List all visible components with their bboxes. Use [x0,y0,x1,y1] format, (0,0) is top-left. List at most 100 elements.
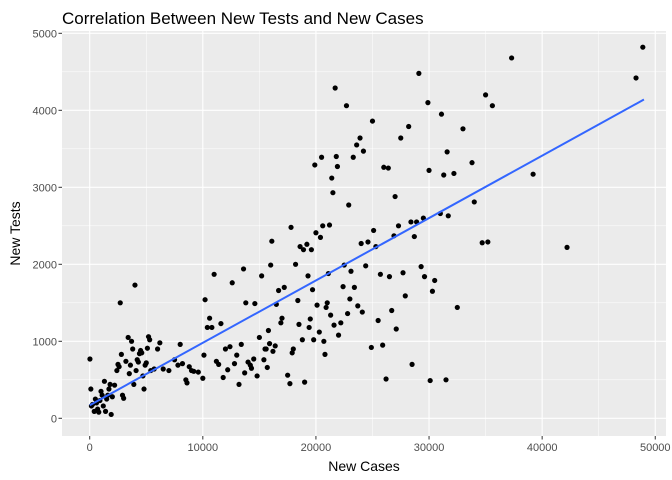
data-point [454,304,460,311]
data-point [306,324,312,331]
data-point [254,373,260,379]
data-point [242,370,248,376]
data-point [175,362,181,368]
data-point [270,348,276,354]
data-point [292,261,299,267]
y-axis-title: New Tests [7,201,23,265]
data-point [328,312,334,318]
data-point [139,350,145,356]
y-tick-label: 1000 [33,336,57,348]
data-point [144,345,150,351]
data-point [102,408,109,414]
data-point [132,282,138,288]
data-point [332,85,338,91]
data-point [302,379,308,385]
grid-minor [62,31,666,436]
data-point [316,329,322,335]
data-point [318,154,325,160]
data-point [509,55,515,61]
data-point [264,364,270,371]
data-point [444,149,450,155]
data-point [351,284,357,290]
data-point [333,153,339,160]
data-point [347,296,353,302]
data-point [432,277,438,284]
data-point [400,270,406,276]
data-point [469,160,475,166]
data-point [299,337,305,343]
data-point [406,123,412,130]
data-point [227,344,233,350]
data-point [229,280,235,286]
data-point [279,315,285,321]
data-point [114,367,120,374]
data-point [121,395,127,401]
data-point [160,366,166,372]
data-point [285,372,291,378]
data-point [329,175,335,181]
data-point [276,287,282,294]
data-point [371,227,377,234]
data-point [195,369,201,375]
data-point [201,352,207,358]
y-tick-label: 2000 [33,259,57,271]
data-point [179,361,186,367]
data-point [191,368,197,374]
data-point [369,118,376,124]
data-point [261,357,267,363]
data-point [109,394,115,400]
data-point [100,403,106,409]
data-point [116,364,122,370]
grid-major [62,31,666,436]
data-point [166,367,172,374]
data-point [304,241,310,247]
data-point [209,324,215,331]
data-point [398,135,404,141]
data-point [393,326,399,332]
data-point [177,341,183,347]
x-tick-label: 20000 [301,442,332,454]
chart-title: Correlation Between New Tests and New Ca… [62,9,424,28]
x-axis-ticks: 0 10000 20000 30000 40000 50000 [87,436,671,454]
data-point [359,309,365,315]
data-point [216,361,222,367]
data-point [530,171,536,177]
data-point [460,126,466,132]
data-point [236,381,242,388]
data-point [343,103,350,109]
x-tick-label: 0 [87,442,93,454]
data-point [154,346,161,352]
data-point [256,334,262,341]
data-point [117,300,123,306]
data-point [295,297,301,304]
data-point [141,386,147,392]
data-point [225,367,231,373]
y-axis-ticks: 0 1000 2000 3000 4000 5000 [33,28,62,425]
data-point [251,356,257,362]
data-point [377,271,383,277]
data-point [204,324,210,331]
data-point [348,268,354,274]
data-point [324,300,330,306]
data-point [354,142,360,148]
data-point [311,337,317,343]
data-point [564,244,570,250]
data-point [308,247,314,253]
data-point [234,352,240,358]
data-point [243,300,249,306]
x-tick-label: 50000 [640,442,671,454]
data-point [127,362,134,368]
data-point [220,374,226,381]
data-point [441,172,447,178]
data-point [445,213,451,219]
data-point [357,135,363,141]
data-point [317,234,324,240]
data-point [421,274,428,280]
data-point [386,274,393,280]
data-point [485,239,491,245]
plot-panel [62,31,666,436]
data-point [429,288,436,294]
data-point [259,273,265,279]
data-point [426,167,432,173]
